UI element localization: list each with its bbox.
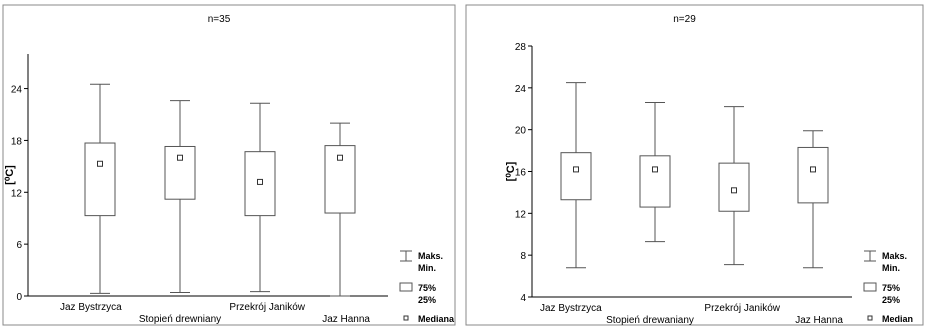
y-tick-label: 20 (515, 126, 527, 137)
x-category-label: Jaz Hanna (322, 314, 370, 325)
y-tick-label: 6 (16, 240, 22, 251)
y-tick-label: 28 (515, 42, 527, 53)
y-tick-label: 12 (11, 188, 23, 199)
legend-median-symbol (867, 315, 873, 321)
legend-q1-label: 25% (882, 295, 900, 305)
y-tick-label: 12 (515, 209, 527, 220)
x-category-label: Przekrój Janików (704, 303, 780, 314)
legend-min-label: Min. (418, 263, 436, 273)
box-iqr (718, 162, 750, 212)
median-marker (731, 187, 737, 194)
y-tick-label: 24 (515, 84, 527, 95)
median-marker (177, 154, 183, 161)
box-iqr (164, 145, 196, 200)
x-category-label: Stopień drewniany (139, 314, 221, 325)
y-axis-label: [⁰C] (4, 165, 16, 185)
x-category-label: Stopień drewaniany (606, 315, 694, 326)
median-marker (97, 160, 103, 167)
median-marker (257, 178, 263, 185)
chart-panel-2: n=29 4 8 12 16 20 24 28 [⁰C] Jaz Bystrzyca Stopień… (465, 4, 924, 326)
legend-median-label: Median (882, 314, 913, 324)
legend-q3-label: 75% (882, 283, 900, 293)
y-tick-label: 18 (11, 136, 23, 147)
box-iqr (560, 152, 592, 201)
chart-title: n=29 (673, 14, 696, 25)
median-marker (652, 166, 658, 173)
chart-frame (465, 4, 924, 326)
box-iqr (639, 155, 671, 208)
x-category-label: Jaz Hanna (795, 315, 843, 326)
legend-max-label: Maks. (418, 251, 443, 261)
y-tick-label: 4 (520, 293, 526, 304)
x-category-label: Jaz Bystrzyca (60, 302, 122, 313)
y-tick-label: 0 (16, 292, 22, 303)
legend-q1-label: 25% (418, 295, 436, 305)
legend-box-symbol (863, 282, 877, 292)
box-iqr (797, 146, 829, 204)
legend-box-symbol (399, 282, 413, 292)
y-tick-label: 8 (520, 251, 526, 262)
legend-median-symbol (403, 315, 409, 321)
chart-title: n=35 (208, 14, 231, 25)
x-category-label: Przekrój Janików (229, 302, 305, 313)
x-category-label: Jaz Bystrzyca (540, 303, 602, 314)
median-marker (337, 154, 343, 161)
chart-panel-1: n=35 0 6 12 18 24 [⁰C] Jaz Bystrzyca Stopień dre… (2, 4, 456, 326)
y-tick-label: 16 (515, 168, 527, 179)
legend-q3-label: 75% (418, 283, 436, 293)
chart-frame (2, 4, 456, 326)
median-marker (810, 166, 816, 173)
median-marker (573, 166, 579, 173)
legend-min-label: Min. (882, 263, 900, 273)
y-tick-label: 24 (11, 85, 23, 96)
box-iqr (84, 142, 116, 217)
legend-median-label: Mediana (418, 314, 455, 324)
y-axis-label: [⁰C] (505, 161, 517, 181)
legend-max-label: Maks. (882, 251, 907, 261)
